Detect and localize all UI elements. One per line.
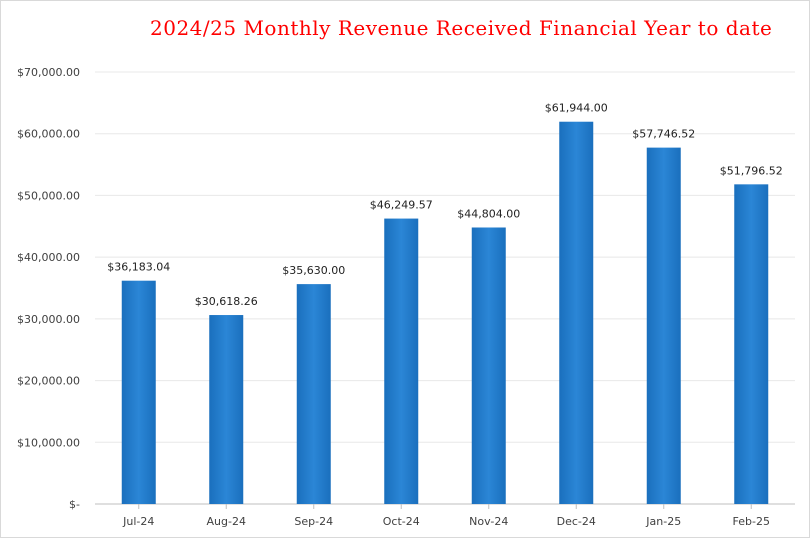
- x-tick-label: Oct-24: [383, 515, 420, 528]
- y-tick-label: $40,000.00: [17, 251, 80, 264]
- data-label: $44,804.00: [457, 207, 520, 220]
- y-tick-label: $60,000.00: [17, 128, 80, 141]
- data-label: $57,746.52: [632, 128, 695, 141]
- data-label: $61,944.00: [545, 102, 608, 115]
- data-label: $35,630.00: [282, 264, 345, 277]
- bar: [296, 284, 331, 504]
- data-label: $30,618.26: [195, 295, 258, 308]
- bar: [121, 280, 156, 504]
- x-tick-label: Feb-25: [733, 515, 770, 528]
- x-tick-label: Sep-24: [294, 515, 333, 528]
- chart-title: 2024/25 Monthly Revenue Received Financi…: [150, 16, 773, 40]
- data-label: $46,249.57: [370, 199, 433, 212]
- y-tick-label: $20,000.00: [17, 375, 80, 388]
- data-label: $36,183.04: [107, 261, 170, 274]
- data-labels: $36,183.04 $30,618.26 $35,630.00 $46,249.57…: [107, 102, 782, 308]
- bar: [209, 315, 244, 504]
- y-tick-label: $-: [69, 498, 80, 511]
- bar: [384, 218, 419, 504]
- y-tick-label: $50,000.00: [17, 189, 80, 202]
- bar: [471, 227, 506, 505]
- bar: [734, 184, 769, 504]
- bar: [559, 121, 594, 504]
- x-tick-label: Jul-24: [122, 515, 154, 528]
- x-tick-label: Jan-25: [645, 515, 681, 528]
- axes: $- $10,000.00 $20,000.00 $30,000.00 $40,000.…: [17, 66, 795, 528]
- x-tick-label: Aug-24: [207, 515, 246, 528]
- bars: [121, 121, 769, 505]
- y-tick-label: $70,000.00: [17, 66, 80, 79]
- data-label: $51,796.52: [720, 164, 783, 177]
- y-tick-label: $10,000.00: [17, 436, 80, 449]
- x-tick-label: Dec-24: [557, 515, 596, 528]
- y-tick-label: $30,000.00: [17, 313, 80, 326]
- x-tick-label: Nov-24: [469, 515, 508, 528]
- bar: [646, 147, 681, 505]
